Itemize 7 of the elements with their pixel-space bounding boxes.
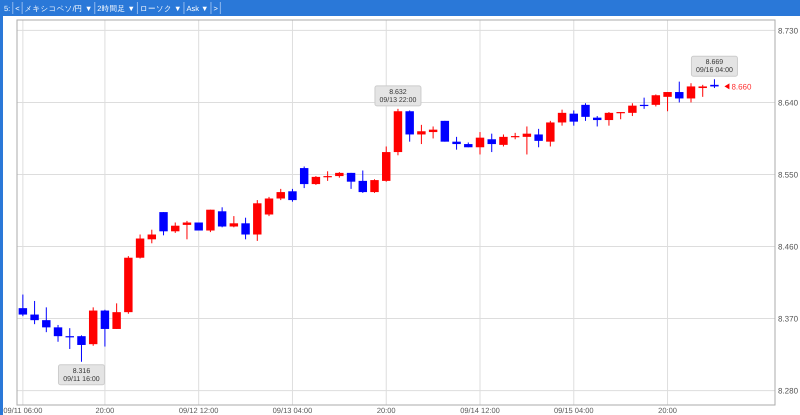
y-tick-label: 8.640 (778, 98, 799, 108)
y-tick-label: 8.460 (778, 242, 799, 252)
y-tick-label: 8.730 (778, 26, 799, 36)
y-tick-label: 8.550 (778, 170, 799, 180)
annotation: 8.660 (731, 82, 752, 92)
y-tick-label: 8.370 (778, 314, 799, 324)
y-tick-label: 8.280 (778, 386, 799, 396)
